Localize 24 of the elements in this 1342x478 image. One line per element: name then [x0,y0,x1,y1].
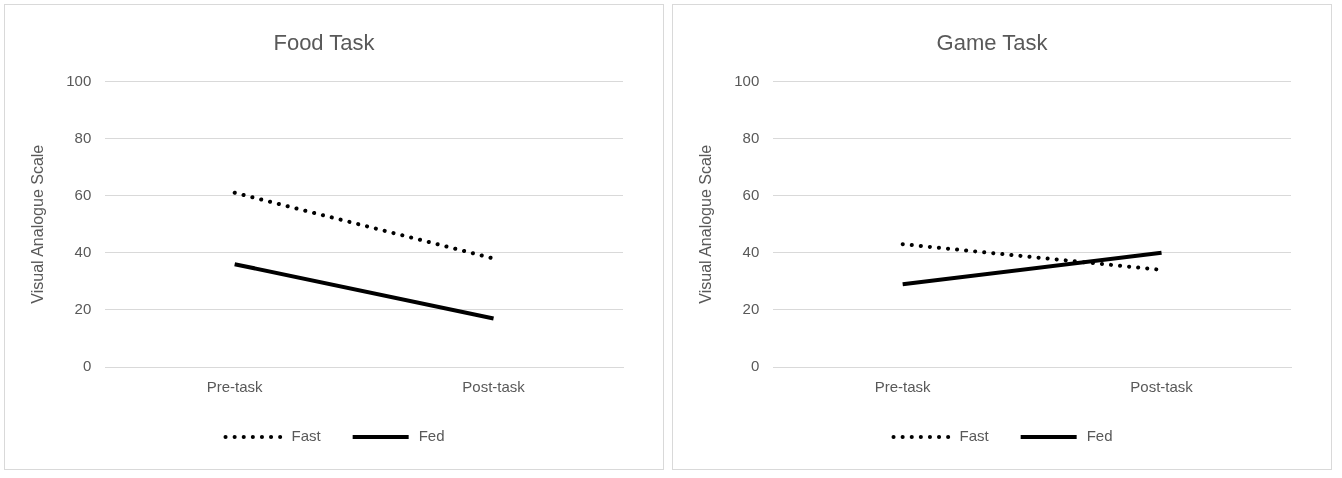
y-tick-label: 80 [742,128,760,146]
y-tick-label: 60 [742,185,760,203]
chart-title: Game Task [936,30,1049,56]
y-tick-label: 20 [74,300,92,318]
y-tick-label: 0 [82,357,92,375]
y-tick-label: 40 [742,242,760,260]
y-tick-label: 40 [74,242,92,260]
x-tick-label: Pre-task [206,378,264,396]
legend-label: Fed [418,427,445,445]
x-tick-label: Post-task [1130,378,1194,396]
legend-label: Fast [959,427,990,445]
legend-label: Fast [291,427,322,445]
x-tick-label: Post-task [462,378,526,396]
y-tick-label: 60 [74,185,92,203]
y-tick-label: 100 [66,71,92,89]
y-axis-title: Visual Analogue Scale [697,144,715,304]
y-axis-title: Visual Analogue Scale [29,144,47,304]
chart-title: Food Task [273,30,376,56]
y-tick-label: 100 [734,71,760,89]
y-tick-label: 20 [742,300,760,318]
x-tick-label: Pre-task [874,378,932,396]
y-tick-label: 80 [74,128,92,146]
y-tick-label: 0 [750,357,760,375]
legend-label: Fed [1086,427,1113,445]
